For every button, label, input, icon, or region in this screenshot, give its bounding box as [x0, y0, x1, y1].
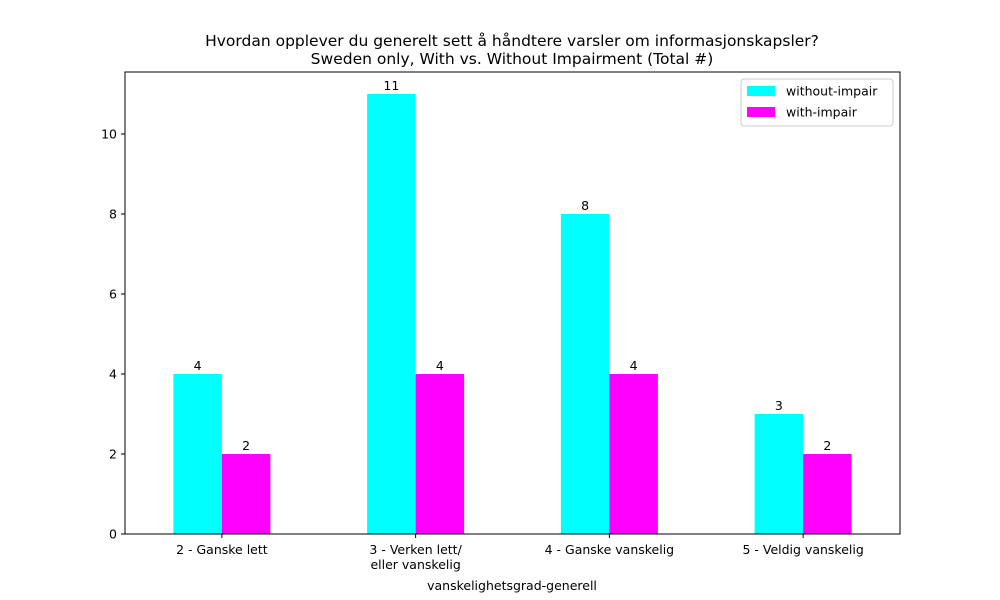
legend: without-impair with-impair	[740, 78, 894, 127]
bar-without-impair-3	[560, 214, 610, 534]
y-tick-label: 10	[101, 127, 117, 142]
bar-value-label: 2	[242, 438, 250, 453]
bar-value-label: 4	[194, 358, 202, 373]
bar-with-impair-1	[221, 454, 271, 534]
x-tick-label: 5 - Veldig vanskelig	[742, 542, 863, 557]
bar-with-impair-3	[609, 374, 658, 534]
bar-value-label: 4	[436, 358, 444, 373]
bar-without-impair-2	[367, 94, 416, 534]
y-tick-label: 2	[109, 447, 117, 462]
chart-subtitle: Sweden only, With vs. Without Impairment…	[311, 50, 714, 68]
legend-frame	[740, 78, 894, 127]
bar-without-impair-1	[173, 374, 222, 534]
bar-with-impair-2	[415, 374, 465, 534]
chart-title: Hvordan opplever du generelt sett å hånd…	[205, 32, 819, 50]
bar-without-impair-4	[754, 414, 804, 534]
y-tick-label: 8	[109, 207, 117, 222]
legend-label-with-impair: with-impair	[786, 105, 858, 120]
x-tick-label: 4 - Ganske vanskelig	[545, 542, 675, 557]
legend-swatch-with-impair	[747, 107, 775, 117]
plot-area: 4 11 8 3 2 4 4 2 0 2 4 6 8 10 2 - Ganske lett 3 - Verke…	[101, 71, 901, 572]
y-tick-label: 4	[109, 367, 117, 382]
x-tick-label: 2 - Ganske lett	[176, 542, 268, 557]
y-tick-label: 6	[109, 287, 117, 302]
plot-frame	[124, 71, 901, 535]
x-tick-label: 3 - Verken lett/eller vanskelig	[369, 542, 462, 572]
x-axis-label: vanskelighetsgrad-generell	[427, 578, 597, 593]
y-tick-label: 0	[109, 527, 117, 542]
bar-value-label: 8	[581, 198, 589, 213]
bar-with-impair-4	[803, 454, 852, 534]
bar-value-label: 4	[630, 358, 638, 373]
legend-label-without-impair: without-impair	[786, 84, 878, 99]
legend-swatch-without-impair	[747, 86, 775, 96]
bar-value-label: 11	[383, 78, 399, 93]
bar-value-label: 2	[823, 438, 831, 453]
bar-value-label: 3	[775, 398, 783, 413]
